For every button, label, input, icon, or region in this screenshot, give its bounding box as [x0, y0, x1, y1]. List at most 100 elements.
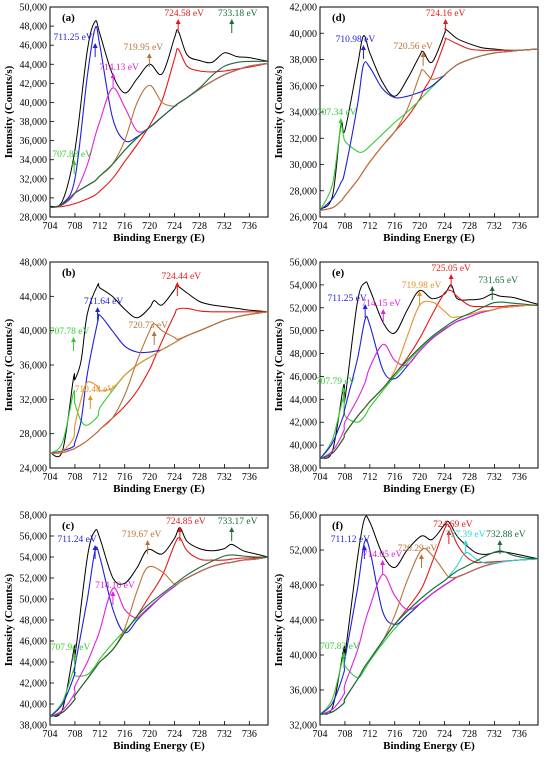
y-tick-label: 32,000: [20, 174, 48, 185]
x-tick-label: 708: [67, 472, 82, 483]
x-tick-label: 736: [512, 729, 527, 740]
y-tick-label: 26,000: [290, 213, 318, 224]
peak-annotation-arrowhead: [463, 540, 469, 545]
y-tick-label: 48,000: [290, 349, 318, 360]
y-tick-label: 42,000: [290, 3, 318, 14]
x-tick-label: 704: [313, 472, 328, 483]
peak-annotation-label: 714.05 eV: [363, 550, 403, 560]
peak-annotation-label: 732.88 eV: [486, 530, 526, 540]
x-tick-label: 732: [487, 729, 502, 740]
peak-annotation-arrowhead: [145, 540, 151, 545]
y-tick-label: 36,000: [290, 686, 318, 697]
peak-annotation-label: 724.44 eV: [162, 272, 202, 282]
peak-annotation-label: 707.88 eV: [52, 150, 92, 160]
y-tick-label: 50,000: [20, 595, 48, 606]
fit-component-line: [319, 551, 539, 716]
y-tick-label: 38,000: [20, 721, 48, 732]
peak-annotation-label: 720.56 eV: [393, 42, 433, 52]
y-tick-label: 36,000: [20, 136, 48, 147]
panel-a: 28,000 30,000 32,000 34,000 36,000 38,000 40,0…: [3, 3, 269, 244]
fit-component-line: [49, 554, 269, 718]
y-tick-label: 30,000: [290, 160, 318, 171]
y-tick-label: 48,000: [20, 258, 48, 269]
x-tick-label: 724: [167, 221, 182, 232]
y-tick-label: 44,000: [290, 616, 318, 627]
x-tick-label: 712: [92, 729, 107, 740]
peak-annotation-arrowhead: [95, 307, 101, 312]
y-tick-label: 32,000: [290, 134, 318, 145]
fit-component-line: [49, 546, 269, 718]
x-tick-label: 716: [117, 472, 132, 483]
y-axis-label: Intensity (Counts/s): [273, 573, 285, 666]
x-tick-label: 736: [242, 221, 257, 232]
x-tick-label: 728: [462, 472, 477, 483]
fit-component-line: [49, 48, 269, 209]
x-tick-label: 720: [142, 729, 157, 740]
peak-annotation-label: 707.83 eV: [320, 642, 360, 652]
peak-annotation-arrowhead: [380, 309, 386, 314]
peak-annotation-arrowhead: [72, 653, 78, 658]
panel-label: (d): [332, 12, 346, 24]
y-tick-label: 50,000: [20, 3, 48, 14]
fit-component-line: [319, 301, 539, 460]
y-tick-label: 54,000: [20, 553, 48, 564]
peak-annotation-label: 711.12 eV: [331, 535, 370, 545]
x-tick-label: 712: [362, 221, 377, 232]
x-tick-label: 716: [387, 729, 402, 740]
fit-component-line: [319, 558, 539, 716]
x-tick-label: 720: [412, 729, 427, 740]
peak-annotation-arrowhead: [341, 387, 347, 392]
peak-annotation-label: 707.78 eV: [50, 327, 90, 337]
y-tick-label: 50,000: [290, 326, 318, 337]
x-tick-label: 720: [142, 221, 157, 232]
y-tick-label: 44,000: [290, 395, 318, 406]
y-tick-label: 44,000: [20, 60, 48, 71]
y-tick-label: 38,000: [20, 117, 48, 128]
x-tick-label: 736: [242, 729, 257, 740]
y-tick-label: 58,000: [20, 511, 48, 522]
peak-annotation-label: 725.05 eV: [431, 264, 471, 274]
x-tick-label: 720: [142, 472, 157, 483]
peak-annotation-label: 711.64 eV: [84, 297, 123, 307]
peak-annotation-arrowhead: [87, 395, 93, 400]
peak-annotation-label: 710.98 eV: [336, 35, 376, 45]
y-tick-label: 48,000: [20, 616, 48, 627]
x-axis-label: Binding Energy (E): [113, 740, 205, 752]
raw-spectrum-line: [319, 281, 539, 459]
peak-annotation-label: 707.94 eV: [51, 643, 91, 653]
y-tick-label: 56,000: [290, 511, 318, 522]
x-tick-label: 732: [217, 729, 232, 740]
y-axis-label: Intensity (Counts/s): [273, 65, 285, 158]
y-tick-label: 38,000: [290, 464, 318, 475]
panel-c: 38,000 40,000 42,000 44,000 46,000 48,000 50,0…: [3, 511, 269, 752]
x-tick-label: 720: [412, 472, 427, 483]
peak-annotation-arrowhead: [341, 652, 347, 657]
raw-spectrum-line: [319, 28, 539, 210]
y-tick-label: 40,000: [290, 29, 318, 40]
y-tick-label: 48,000: [290, 581, 318, 592]
x-tick-label: 716: [387, 472, 402, 483]
x-tick-label: 704: [43, 729, 58, 740]
y-tick-label: 46,000: [20, 637, 48, 648]
peak-annotation-arrowhead: [443, 19, 449, 24]
x-tick-label: 724: [167, 729, 182, 740]
x-tick-label: 724: [437, 472, 452, 483]
y-tick-label: 40,000: [20, 326, 48, 337]
y-tick-label: 36,000: [20, 361, 48, 372]
y-tick-label: 46,000: [20, 41, 48, 52]
peak-annotation-arrowhead: [229, 527, 235, 532]
y-tick-label: 48,000: [20, 22, 48, 33]
y-tick-label: 52,000: [290, 303, 318, 314]
y-tick-label: 28,000: [290, 186, 318, 197]
x-tick-label: 712: [92, 221, 107, 232]
x-tick-label: 728: [462, 729, 477, 740]
panel-label: (b): [62, 267, 76, 279]
peak-annotation-label: 720.73 eV: [128, 321, 168, 331]
peak-annotation-label: 714.13 eV: [99, 63, 139, 73]
panel-e: 38,000 40,000 42,000 44,000 46,000 48,000 50,0…: [273, 258, 539, 495]
peak-annotation-label: 731.65 eV: [478, 276, 518, 286]
peak-annotation-arrowhead: [110, 591, 116, 596]
y-tick-label: 40,000: [290, 651, 318, 662]
fit-component-line: [319, 289, 538, 460]
